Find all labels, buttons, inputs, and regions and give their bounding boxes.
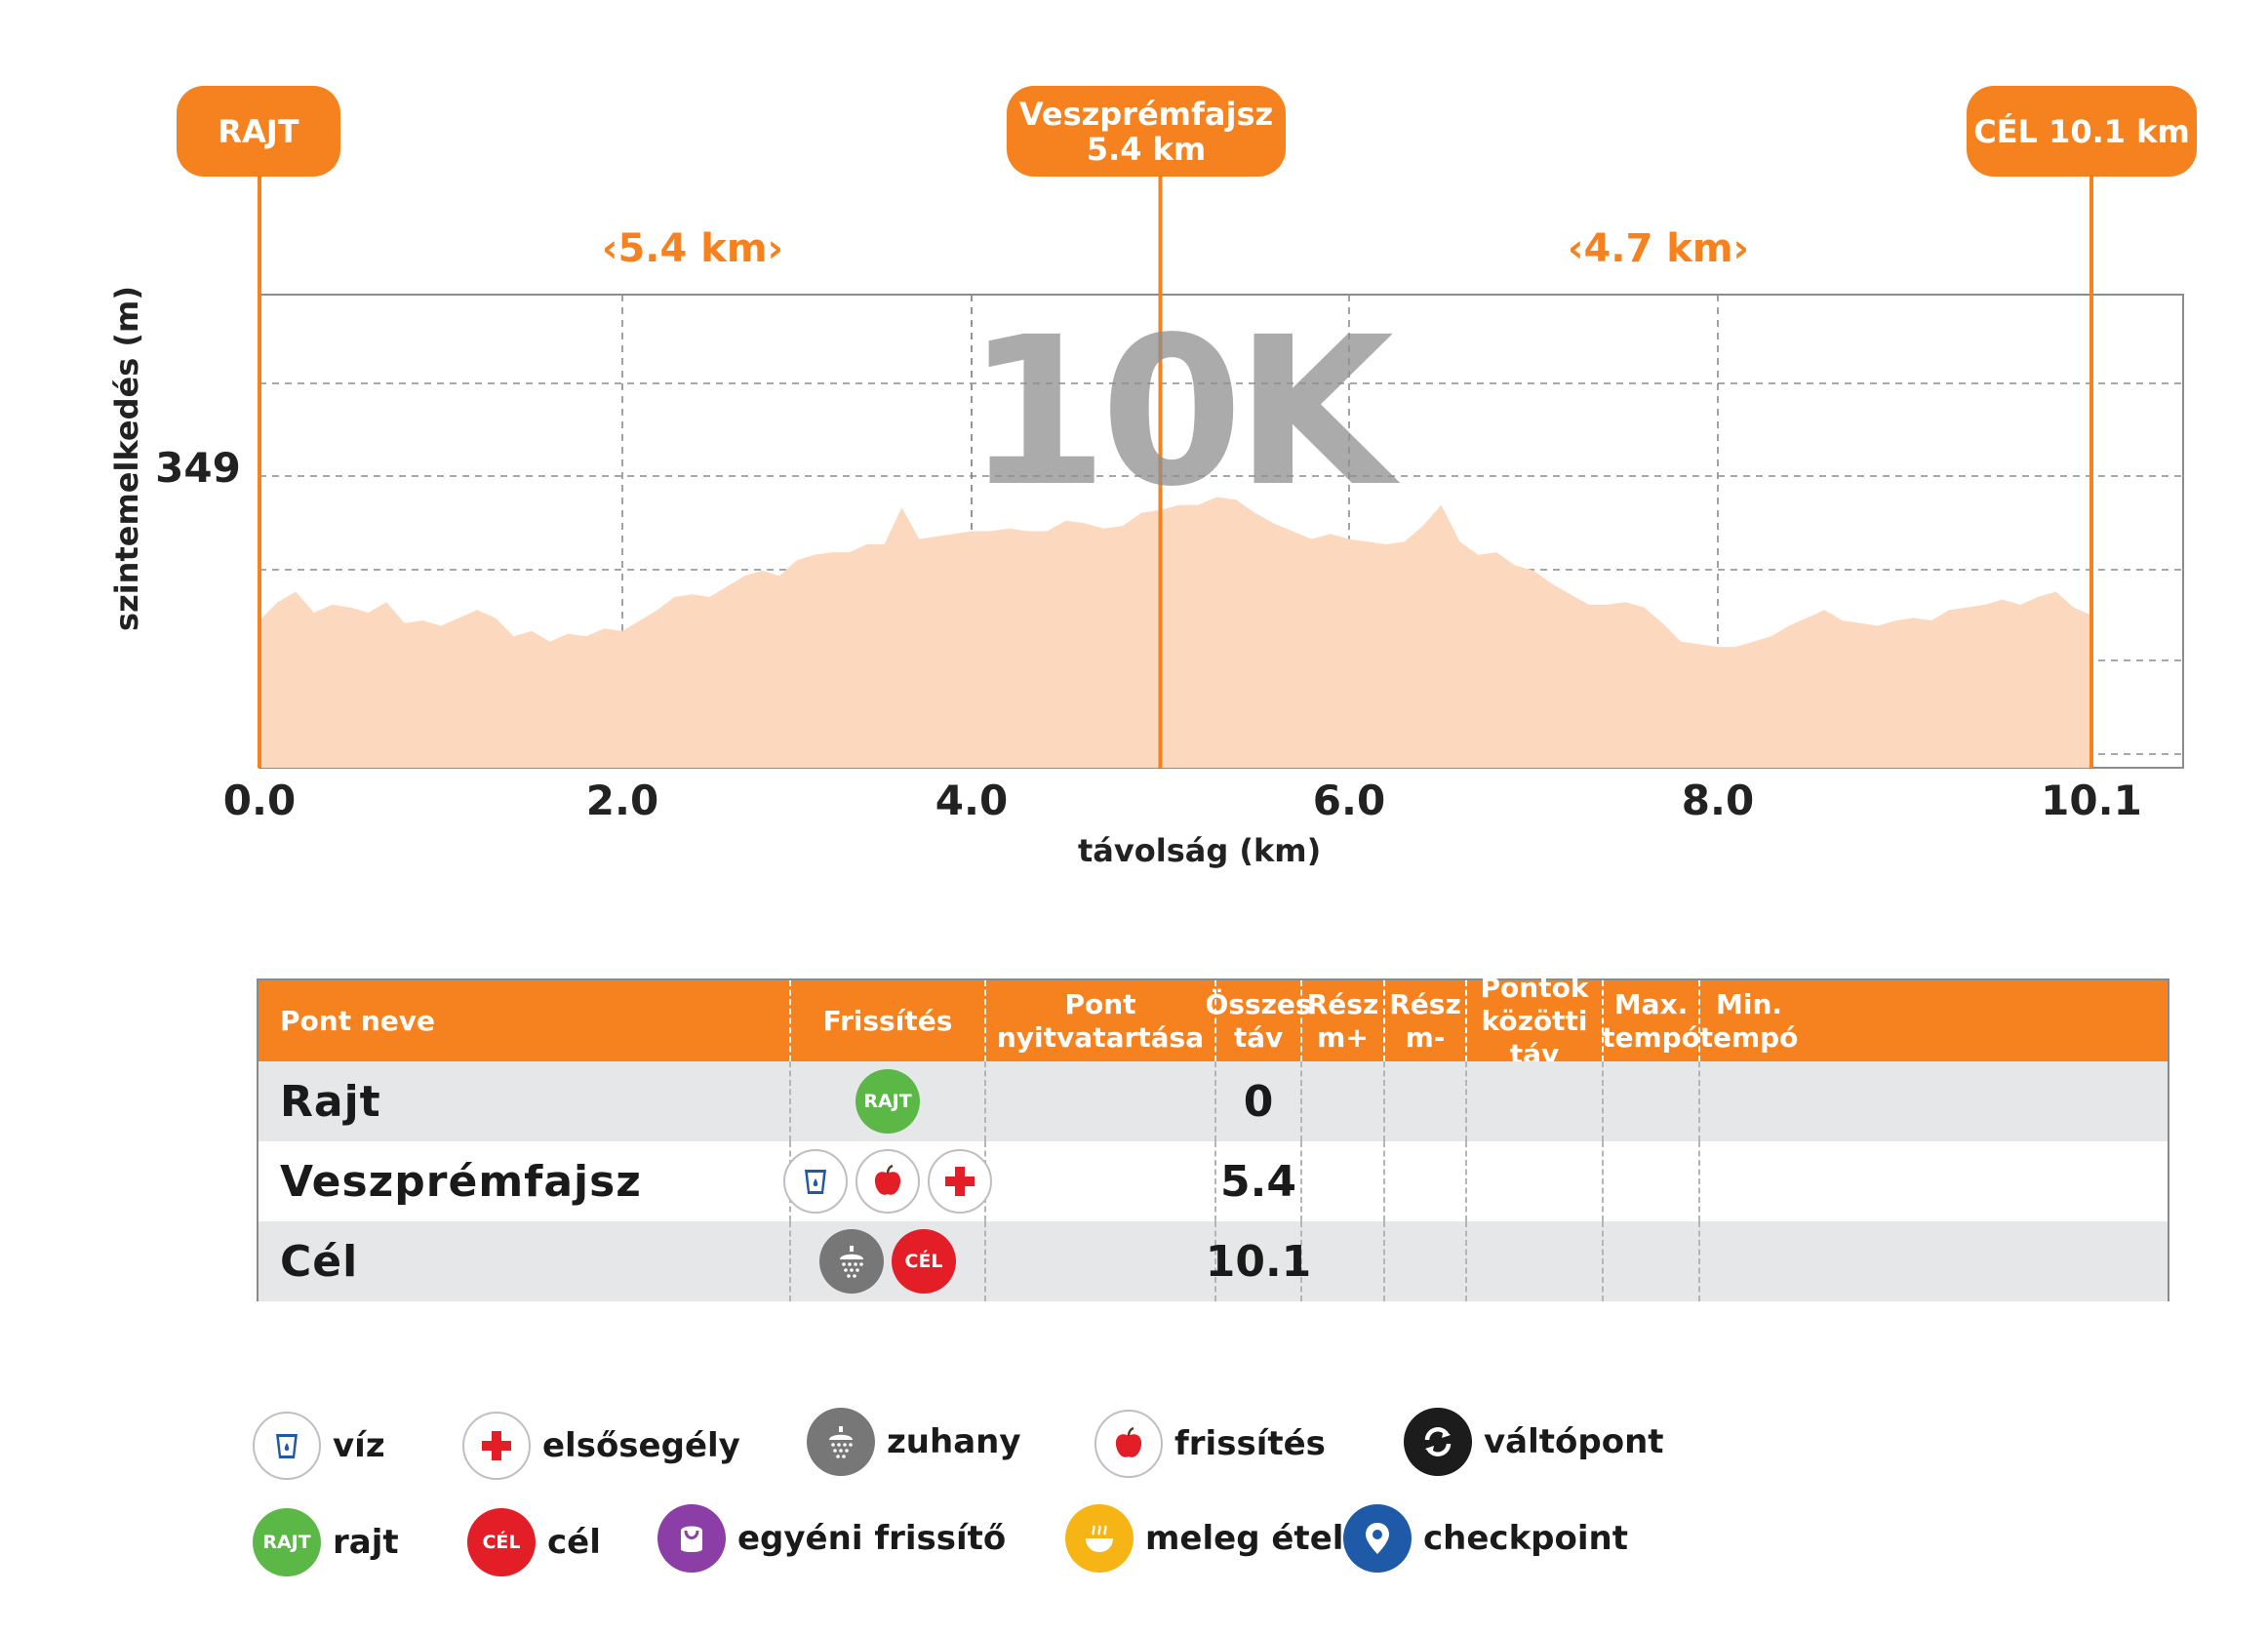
refreshment-icons: CÉL (791, 1221, 986, 1301)
water-icon (783, 1149, 848, 1214)
x-tick-label: 6.0 (1312, 777, 1386, 824)
refreshment-icons (783, 1141, 992, 1221)
legend-item-rajt: RAJT rajt (249, 1508, 399, 1576)
legend-label: checkpoint (1423, 1519, 1628, 1558)
elevation-chart (258, 177, 2184, 769)
apple-icon (855, 1149, 920, 1214)
table-header-cell: Min. tempó (1699, 987, 1799, 1054)
legend-label: víz (333, 1426, 385, 1465)
x-tick-label: 10.1 (2041, 777, 2142, 824)
apple-icon (1094, 1410, 1163, 1478)
table-row: Cél CÉL 10.1 (259, 1221, 2168, 1301)
x-tick-label: 8.0 (1681, 777, 1755, 824)
legend-label: elsősegély (542, 1426, 740, 1465)
first-aid-icon (462, 1412, 531, 1480)
x-tick-label: 4.0 (935, 777, 1009, 824)
table-cell-empty (1302, 1141, 1385, 1221)
table-header-cell: Max. tempó (1602, 980, 1700, 1061)
table-cell-empty (986, 1221, 1216, 1301)
legend-item-meleg: meleg étel (1061, 1504, 1343, 1573)
x-axis-title: távolság (km) (1078, 832, 1322, 869)
table-cell-empty (1700, 1061, 1798, 1141)
table-header-cell: Összes táv (1205, 980, 1312, 1061)
legend-item-zuhany: zuhany (803, 1408, 1021, 1476)
finish-icon: CÉL (892, 1229, 956, 1294)
total-distance: 10.1 (1206, 1221, 1311, 1301)
start-icon: RAJT (253, 1508, 321, 1576)
checkpoint-badge-veszpremfajsz: Veszprémfajsz 5.4 km (1007, 86, 1286, 177)
total-distance: 5.4 (1216, 1141, 1302, 1221)
table-cell-empty (1467, 1061, 1604, 1141)
relay-swap-icon (1404, 1408, 1472, 1476)
table-cell-empty (1385, 1221, 1467, 1301)
table-cell-empty (986, 1141, 1216, 1221)
checkpoint-name: Veszprémfajsz (259, 1141, 791, 1221)
legend-item-valtopont: váltópont (1400, 1408, 1664, 1476)
x-tick-label: 0.0 (222, 777, 297, 824)
legend-item-cel: CÉL cél (463, 1508, 601, 1576)
location-pin-icon (1343, 1504, 1412, 1573)
legend-label: egyéni frissítő (737, 1519, 1007, 1558)
table-header-cell: Frissítés (791, 980, 986, 1061)
y-axis-title: szintemelkedés (m) (108, 286, 145, 631)
checkpoint-badge-start: RAJT (177, 86, 340, 177)
first-aid-icon (928, 1149, 992, 1214)
y-tick-label: 349 (155, 444, 241, 492)
legend-item-viz: víz (249, 1412, 385, 1480)
hot-food-icon (1065, 1504, 1134, 1573)
table-cell-empty (1302, 1221, 1385, 1301)
legend-item-elsosegely: elsősegély (458, 1412, 740, 1480)
legend-item-frissites: frissítés (1091, 1410, 1326, 1478)
legend-item-egyeni: egyéni frissítő (654, 1504, 1006, 1573)
shower-icon (819, 1229, 884, 1294)
legend-label: cél (547, 1523, 601, 1562)
checkpoint-name: Cél (259, 1221, 791, 1301)
table-header-cell: Pont neve (259, 980, 791, 1061)
segment-distance-1: ‹5.4 km› (601, 226, 784, 271)
table-cell-empty (1385, 1141, 1467, 1221)
table-header-row: Pont neve Frissítés Pont nyitvatartása Össz… (259, 972, 2168, 1070)
race-distance-label: 10K (966, 293, 1394, 532)
table-header-cell: Pont nyitvatartása (986, 980, 1216, 1061)
table-cell-empty (986, 1061, 1216, 1141)
checkpoint-badge-finish: CÉL 10.1 km (1967, 86, 2197, 177)
finish-icon: CÉL (467, 1508, 536, 1576)
segment-distance-2: ‹4.7 km› (1567, 226, 1750, 271)
checkpoint-name: Rajt (259, 1061, 791, 1141)
table-cell-empty (1385, 1061, 1467, 1141)
table-header-cell: Rész m+ (1302, 980, 1385, 1061)
start-icon: RAJT (855, 1069, 920, 1134)
table-row: Rajt RAJT 0 (259, 1061, 2168, 1141)
refreshment-icons: RAJT (791, 1061, 986, 1141)
table-cell-empty (1302, 1061, 1385, 1141)
elevation-area (259, 497, 2091, 768)
table-cell-empty (1604, 1061, 1700, 1141)
legend-label: rajt (333, 1523, 399, 1562)
table-cell-empty (1700, 1141, 1798, 1221)
shower-icon (807, 1408, 875, 1476)
table-cell-empty (1467, 1141, 1604, 1221)
water-icon (253, 1412, 321, 1480)
x-tick-label: 2.0 (585, 777, 659, 824)
legend-item-checkpoint: checkpoint (1339, 1504, 1628, 1573)
personal-refreshment-icon (657, 1504, 726, 1573)
table-cell-empty (1604, 1221, 1700, 1301)
table-header-cell: Rész m- (1385, 980, 1467, 1061)
checkpoint-table: Pont neve Frissítés Pont nyitvatartása Össz… (257, 972, 2169, 1301)
legend-label: zuhany (887, 1422, 1021, 1461)
table-cell-empty (1604, 1141, 1700, 1221)
table-header-cell: Pontok közötti táv (1467, 972, 1604, 1070)
legend-label: meleg étel (1145, 1519, 1344, 1558)
legend-label: frissítés (1174, 1424, 1326, 1463)
table-cell-empty (1700, 1221, 1798, 1301)
total-distance: 0 (1216, 1061, 1302, 1141)
table-cell-empty (1467, 1221, 1604, 1301)
legend-label: váltópont (1484, 1422, 1664, 1461)
table-row: Veszprémfajsz 5.4 (259, 1141, 2168, 1221)
